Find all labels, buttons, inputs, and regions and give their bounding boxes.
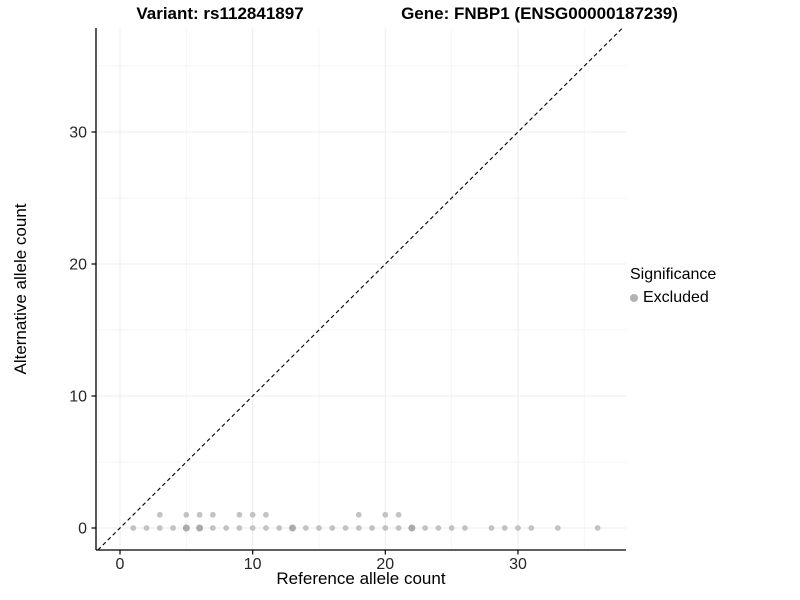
data-point <box>355 525 362 531</box>
data-point <box>170 525 176 531</box>
data-point <box>223 525 230 531</box>
y-tick-label: 30 <box>69 125 87 142</box>
data-point <box>528 525 535 531</box>
identity-line <box>97 27 623 551</box>
plot-title-variant: Variant: rs112841897 <box>136 4 304 23</box>
data-point <box>156 511 163 518</box>
axis-ticks: 0 10 20 30 0 10 20 30 <box>69 125 527 574</box>
plot-title-gene: Gene: FNBP1 (ENSG00000187239) <box>401 4 678 23</box>
data-point <box>554 525 561 531</box>
data-point <box>143 525 150 531</box>
x-tick-label: 30 <box>509 556 527 573</box>
excluded-point-icon <box>630 294 638 302</box>
data-point <box>462 525 468 531</box>
major-gridlines <box>96 28 626 550</box>
y-axis-title: Alternative allele count <box>11 203 30 375</box>
minor-gridlines <box>96 28 626 550</box>
data-point <box>594 525 601 531</box>
y-tick-label: 20 <box>69 257 87 274</box>
data-point <box>156 525 163 531</box>
data-point <box>448 525 455 531</box>
data-point <box>130 525 137 531</box>
y-tick-label: 0 <box>78 521 87 538</box>
data-point <box>183 511 190 518</box>
data-point <box>408 524 416 532</box>
data-point <box>276 525 283 531</box>
data-point <box>249 511 256 518</box>
x-tick-label: 20 <box>376 556 394 573</box>
data-point <box>182 524 190 532</box>
data-point <box>382 525 389 531</box>
data-points <box>130 511 601 532</box>
data-point <box>488 525 495 531</box>
data-point <box>236 511 243 518</box>
data-point <box>263 525 269 531</box>
legend: Significance Excluded <box>630 266 716 307</box>
data-point <box>501 525 508 531</box>
legend-item-label: Excluded <box>643 289 709 306</box>
data-point <box>196 511 203 518</box>
data-point <box>515 525 521 531</box>
data-point <box>382 511 389 518</box>
data-point <box>355 511 362 518</box>
x-axis-title: Reference allele count <box>276 569 446 588</box>
data-point <box>302 525 309 531</box>
x-tick-label: 10 <box>244 556 262 573</box>
data-point <box>209 511 216 518</box>
data-point <box>329 525 336 531</box>
legend-title: Significance <box>630 266 717 283</box>
y-tick-label: 10 <box>69 389 87 406</box>
data-point <box>316 525 322 531</box>
data-point <box>209 525 216 531</box>
data-point <box>263 511 269 518</box>
data-point <box>369 525 375 531</box>
data-point <box>342 525 349 531</box>
x-tick-label: 0 <box>116 556 125 573</box>
data-point <box>236 525 243 531</box>
data-point <box>395 511 402 518</box>
data-point <box>435 525 442 531</box>
data-point <box>288 524 296 532</box>
data-point <box>422 525 429 531</box>
data-point <box>196 524 204 532</box>
data-point <box>395 525 402 531</box>
data-point <box>249 525 256 531</box>
legend-item-excluded: Excluded <box>630 289 716 307</box>
